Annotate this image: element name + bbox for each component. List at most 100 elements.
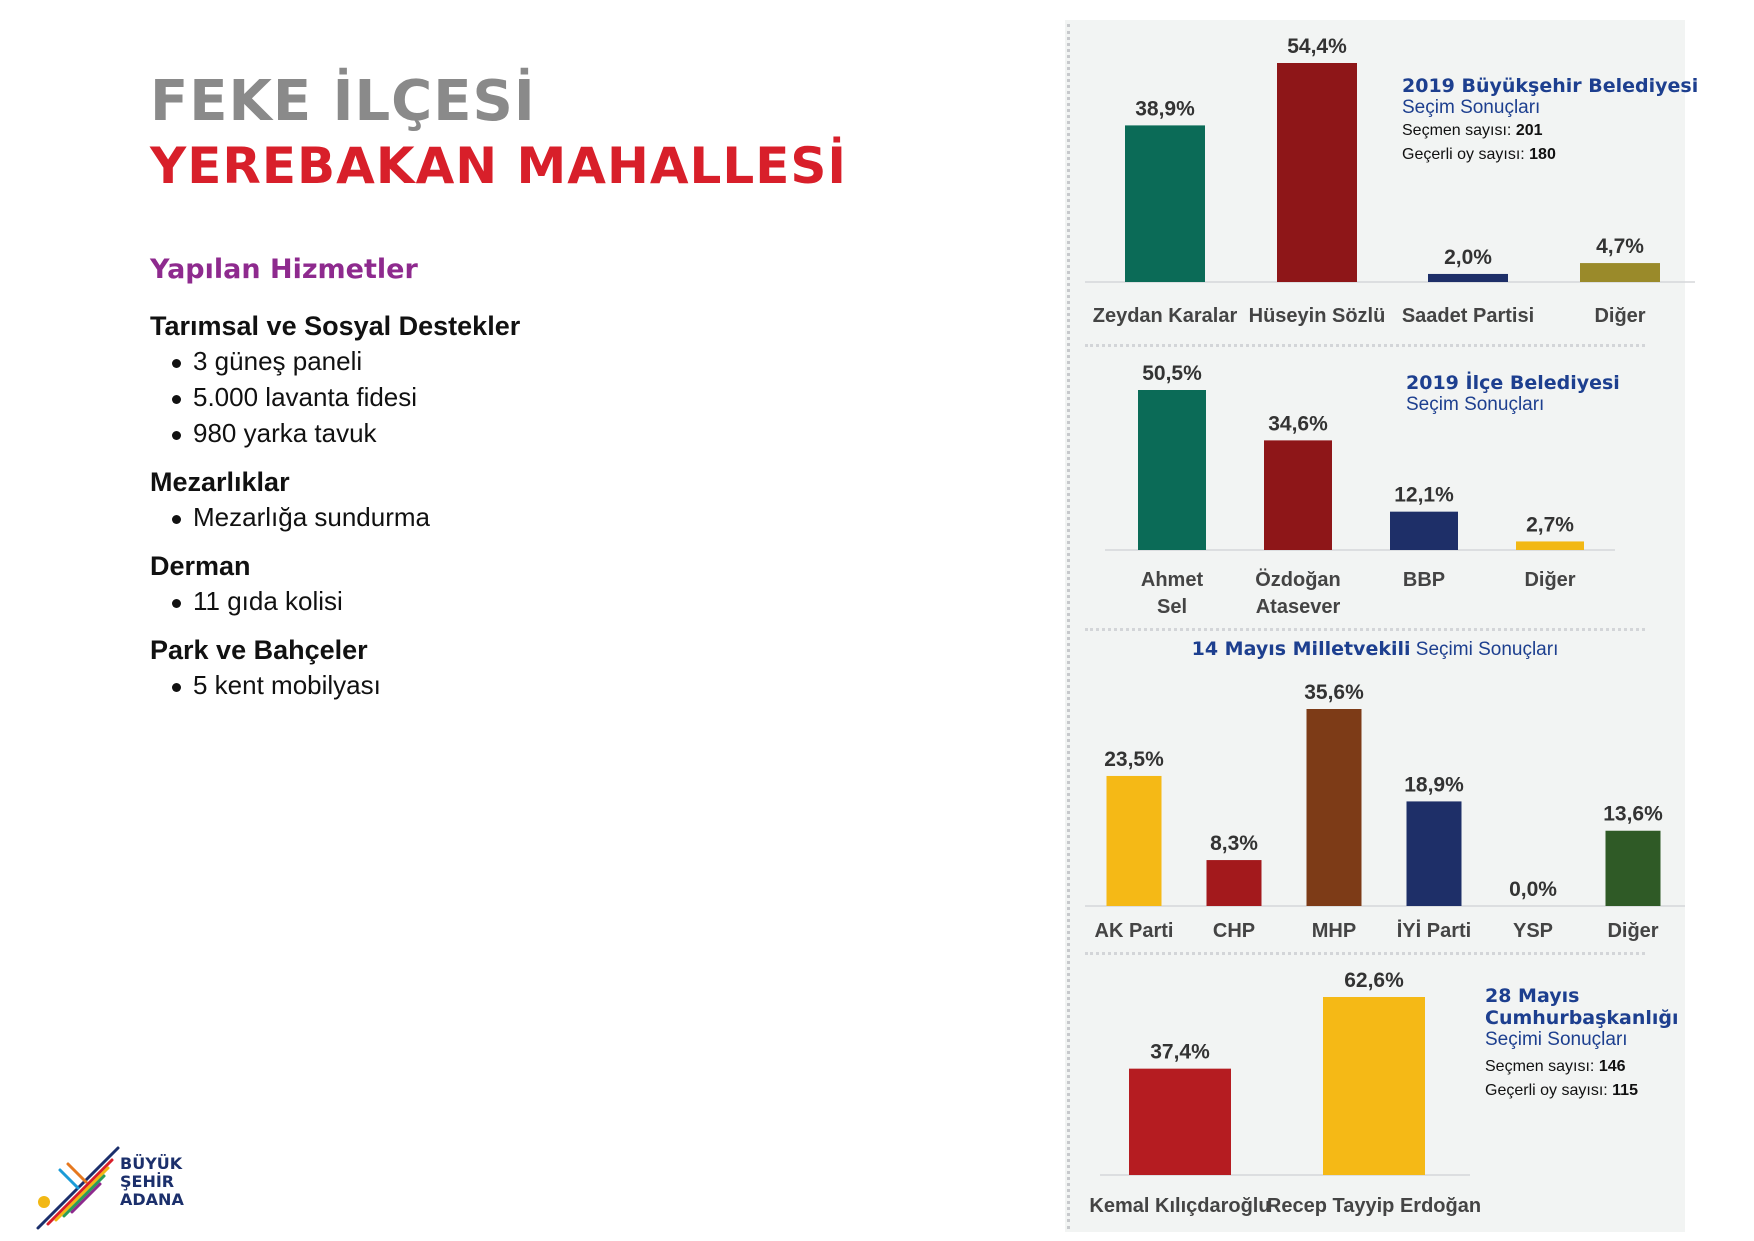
service-category: Derman 11 gıda kolisi (150, 549, 910, 619)
chart-title: 2019 Büyükşehir Belediyesi (1402, 75, 1699, 97)
service-item: 11 gıda kolisi (172, 583, 910, 619)
bullet-icon (172, 682, 181, 692)
data-label: 50,5% (1142, 362, 1202, 385)
category-label: İYİ Parti (1397, 919, 1471, 942)
category-label: Kemal Kılıçdaroğlu (1089, 1195, 1270, 1217)
category-label: AK Parti (1095, 920, 1174, 942)
bullet-icon (172, 514, 181, 524)
category-label: Atasever (1256, 596, 1341, 618)
chart-info-buyuksehir: 2019 Büyükşehir Belediyesi Seçim Sonuçla… (1402, 75, 1698, 167)
category-label: Recep Tayyip Erdoğan (1267, 1195, 1481, 1217)
bullet-icon (172, 430, 181, 440)
section-divider (1085, 628, 1645, 631)
service-item: 980 yarka tavuk (172, 415, 910, 451)
data-label: 4,7% (1596, 235, 1644, 258)
bar (1323, 997, 1425, 1175)
category-label: Diğer (1594, 305, 1645, 327)
service-category: Tarımsal ve Sosyal Destekler 3 güneş pan… (150, 309, 910, 451)
bar (1605, 830, 1661, 906)
bar (1264, 440, 1332, 550)
chart-info-ilce: 2019 İlçe Belediyesi Seçim Sonuçları (1406, 372, 1620, 416)
chart-2019-ilce: 50,5% Ahmet Sel 34,6% Özdoğan Atasever 12,1% BB… (1105, 362, 1615, 618)
chart-title: 28 Mayıs (1485, 985, 1580, 1007)
bar (1406, 801, 1462, 906)
chart-2019-buyuksehir: 38,9% Zeydan Karalar 54,4% Hüseyin Sözlü 2,0… (1085, 35, 1695, 327)
chart-subtitle: Seçim Sonuçları (1406, 394, 1545, 415)
data-label: 8,3% (1210, 832, 1258, 855)
bar (1138, 390, 1206, 550)
data-label: 34,6% (1268, 412, 1328, 435)
bullet-icon (172, 358, 181, 368)
category-label: Diğer (1524, 569, 1575, 591)
data-label: 54,4% (1287, 35, 1347, 58)
neighborhood-title: YEREBAKAN MAHALLESİ (150, 137, 848, 195)
bar (1516, 541, 1584, 550)
category-label: Özdoğan (1255, 568, 1341, 591)
category-label: CHP (1213, 920, 1255, 942)
chart-subtitle: Seçimi Sonuçları (1485, 1029, 1628, 1050)
service-category: Mezarlıklar Mezarlığa sundurma (150, 465, 910, 535)
data-label: 18,9% (1404, 773, 1464, 796)
category-label: Diğer (1607, 920, 1658, 942)
left-column: FEKE İLÇESİ YEREBAKAN MAHALLESİ Yapılan … (150, 70, 910, 703)
bar (1428, 273, 1508, 282)
voters-count: Seçmen sayısı: 201 (1402, 122, 1543, 139)
service-item: 5 kent mobilyası (172, 667, 910, 703)
bar (1580, 263, 1660, 282)
data-label: 38,9% (1135, 97, 1195, 120)
adana-logo-icon (36, 1146, 120, 1230)
data-label: 37,4% (1150, 1041, 1210, 1064)
bar (1306, 709, 1362, 906)
panel-dotted-border (1067, 24, 1070, 1229)
data-label: 2,0% (1444, 246, 1492, 269)
chart-28-mayis-cumhurbaskanligi: 37,4% Kemal Kılıçdaroğlu 62,6% Recep Tayyip… (1089, 969, 1481, 1217)
data-label: 12,1% (1394, 484, 1454, 507)
services-heading: Yapılan Hizmetler (150, 254, 418, 285)
category-label: Ahmet (1141, 569, 1204, 591)
service-item: 5.000 lavanta fidesi (172, 379, 910, 415)
data-label: 62,6% (1344, 969, 1404, 992)
district-title: FEKE İLÇESİ (150, 69, 536, 134)
category-title: Park ve Bahçeler (150, 635, 368, 665)
valid-votes-count: Geçerli oy sayısı: 180 (1402, 146, 1556, 163)
data-label: 23,5% (1104, 748, 1164, 771)
bullet-icon (172, 598, 181, 608)
data-label: 2,7% (1526, 513, 1574, 536)
bar (1106, 775, 1162, 906)
section-divider (1085, 344, 1645, 347)
category-label: BBP (1403, 569, 1445, 591)
category-label: YSP (1513, 920, 1553, 942)
chart-title: 2019 İlçe Belediyesi (1406, 372, 1620, 394)
valid-votes-count: Geçerli oy sayısı: 115 (1485, 1082, 1638, 1099)
category-label: Saadet Partisi (1402, 305, 1534, 327)
chart-title-2: Cumhurbaşkanlığı (1485, 1007, 1679, 1029)
service-item: Mezarlığa sundurma (172, 499, 910, 535)
services-list: Tarımsal ve Sosyal Destekler 3 güneş pan… (150, 309, 910, 703)
category-label: Sel (1157, 596, 1187, 618)
bar (1277, 63, 1357, 282)
bar (1206, 860, 1262, 906)
data-label: 0,0% (1509, 878, 1557, 901)
chart-subtitle: Seçim Sonuçları (1402, 97, 1541, 118)
category-label: Hüseyin Sözlü (1249, 305, 1386, 327)
category-title: Derman (150, 551, 251, 581)
category-title: Tarımsal ve Sosyal Destekler (150, 311, 521, 341)
bullet-icon (172, 394, 181, 404)
category-label: Zeydan Karalar (1093, 305, 1238, 327)
voters-count: Seçmen sayısı: 146 (1485, 1058, 1626, 1075)
category-label: MHP (1312, 920, 1356, 942)
bar (1129, 1068, 1231, 1175)
bar (1390, 511, 1458, 550)
section-divider (1085, 952, 1645, 955)
data-label: 35,6% (1304, 681, 1364, 704)
chart-title-milletvekili: 14 Mayıs Milletvekili Seçimi Sonuçları (1191, 638, 1559, 660)
category-title: Mezarlıklar (150, 467, 290, 497)
chart-info-cumhurbaskanligi: 28 Mayıs Cumhurbaşkanlığı Seçimi Sonuçla… (1485, 985, 1679, 1103)
chart-14-mayis-milletvekili: 23,5% AK Parti 8,3% CHP 35,6% MHP 18,9% İYİ Par… (1085, 681, 1685, 942)
service-item: 3 güneş paneli (172, 343, 910, 379)
data-label: 13,6% (1603, 803, 1663, 826)
logo-text: BÜYÜK ŞEHİR ADANA (120, 1154, 184, 1209)
service-category: Park ve Bahçeler 5 kent mobilyası (150, 633, 910, 703)
bar (1125, 125, 1205, 282)
